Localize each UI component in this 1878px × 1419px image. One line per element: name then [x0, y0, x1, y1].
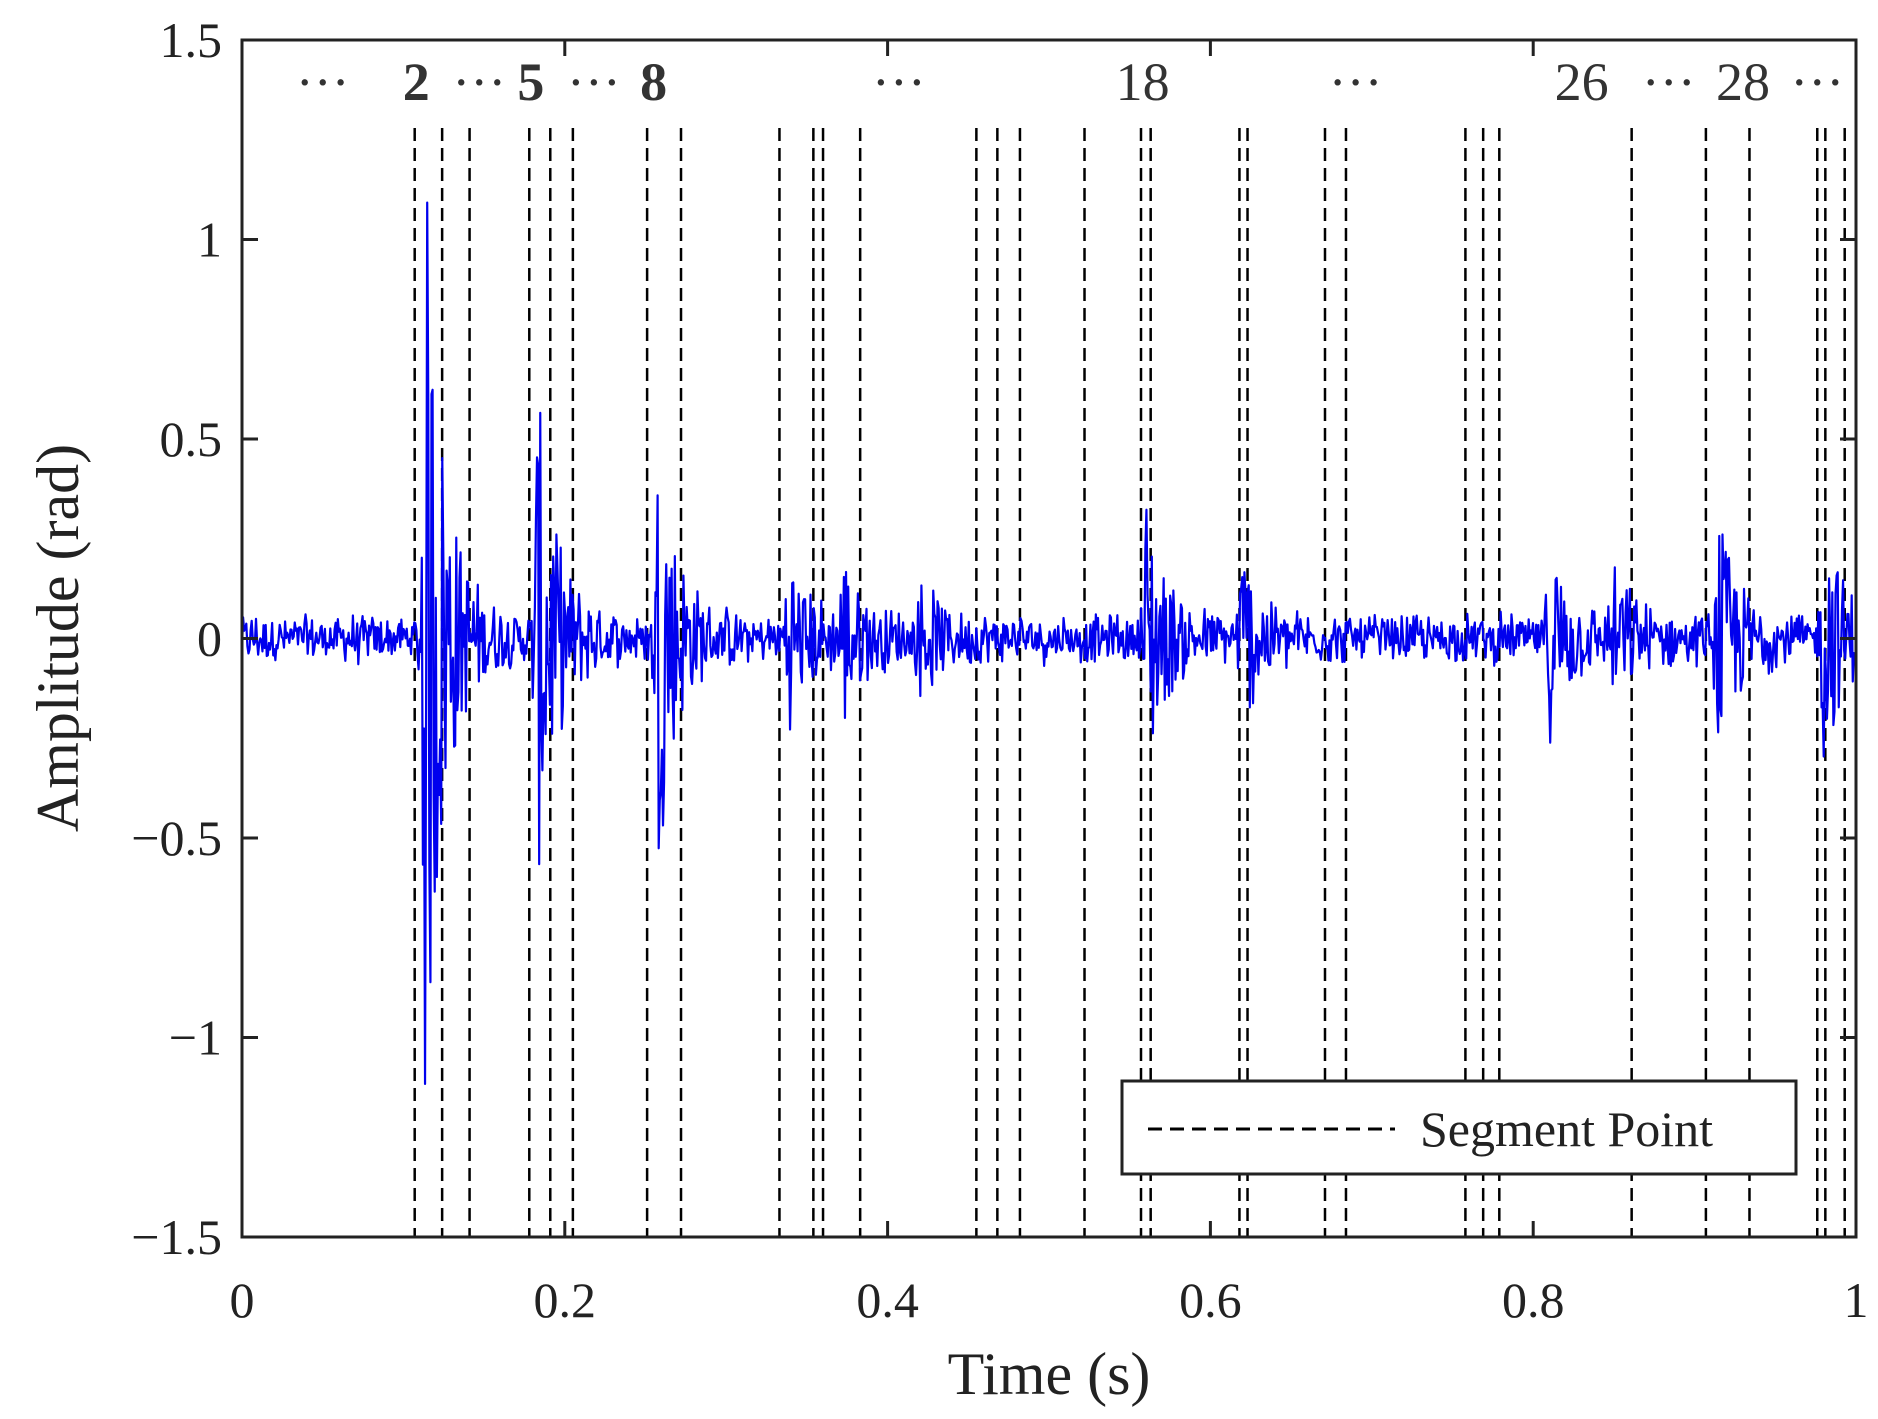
segment-annotation: 5 — [517, 52, 544, 112]
signal-series — [240, 201, 1857, 1085]
x-tick-label: 0.4 — [856, 1272, 919, 1328]
y-tick-label: −1.5 — [131, 1209, 222, 1265]
segment-annotation: 2 — [403, 52, 430, 112]
segment-annotation: ··· — [296, 52, 350, 112]
y-tick-label: 0 — [197, 611, 222, 667]
legend-box — [1120, 1079, 1798, 1176]
segment-annotation: 26 — [1555, 52, 1609, 112]
segment-annotation: ··· — [1790, 52, 1844, 112]
segment-annotations: ··· 2 ··· 5 ··· 8 ··· 18 ··· 26 ··· 28 ··· — [296, 52, 1845, 112]
y-axis-label: Amplitude (rad) — [25, 444, 91, 832]
x-axis-label: Time (s) — [948, 1341, 1151, 1407]
x-tick-label: 0.8 — [1502, 1272, 1565, 1328]
signal-line — [240, 201, 1857, 1085]
segment-annotation: 18 — [1116, 52, 1170, 112]
x-tick-label: 0.2 — [534, 1272, 597, 1328]
segment-annotation: 28 — [1716, 52, 1770, 112]
x-tick-label: 1 — [1844, 1272, 1869, 1328]
segment-annotation: 8 — [640, 52, 667, 112]
axis-ticks: 0 0.2 0.4 0.6 0.8 1 −1.5 −1 −0.5 0 0.5 1 1.5 — [131, 12, 1868, 1328]
y-tick-label: 1 — [197, 212, 222, 268]
segment-annotation: ··· — [1329, 52, 1383, 112]
segment-annotation: ··· — [452, 52, 506, 112]
legend: Segment Point — [1120, 1079, 1798, 1176]
y-tick-label: −1 — [169, 1010, 222, 1066]
legend-label: Segment Point — [1420, 1101, 1713, 1157]
y-tick-label: 1.5 — [160, 12, 223, 68]
segment-annotation: ··· — [1642, 52, 1696, 112]
segment-lines — [413, 128, 1846, 1237]
y-tick-label: 0.5 — [160, 411, 223, 467]
segment-annotation: ··· — [567, 52, 621, 112]
x-tick-label: 0.6 — [1179, 1272, 1242, 1328]
x-tick-label: 0 — [230, 1272, 255, 1328]
segment-annotation: ··· — [872, 52, 926, 112]
y-tick-label: −0.5 — [131, 810, 222, 866]
